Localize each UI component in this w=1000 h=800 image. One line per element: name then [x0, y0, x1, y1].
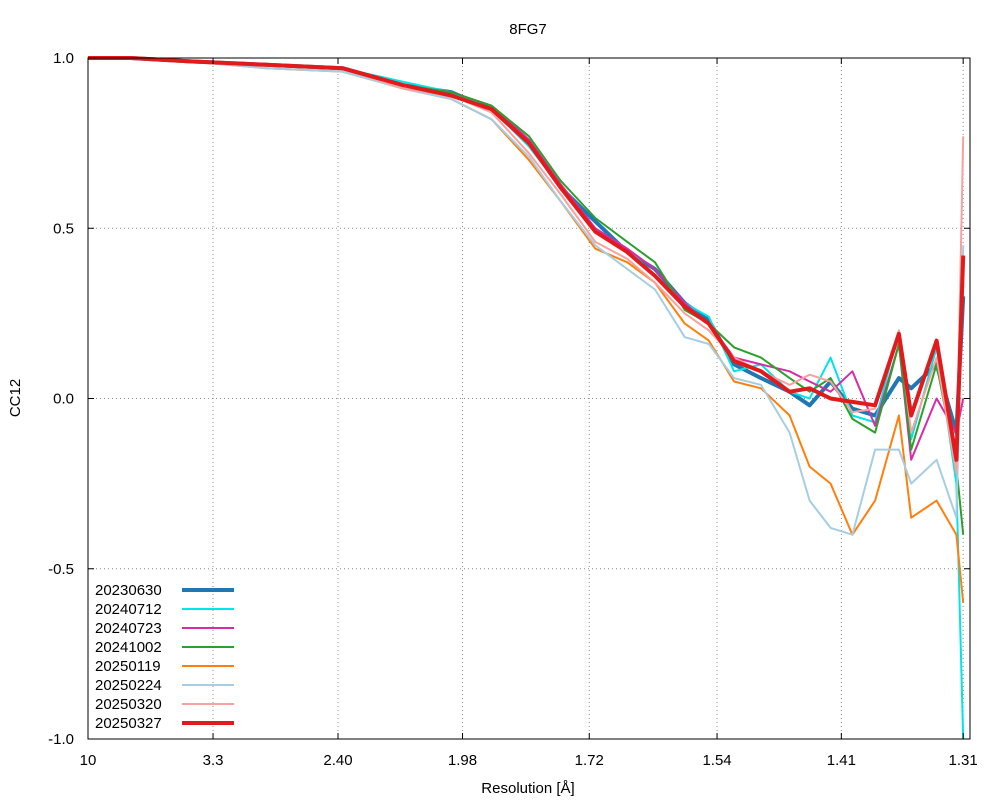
y-tick-label: 0.5 — [53, 220, 74, 237]
series-line-20250320 — [88, 57, 965, 475]
series-line-20250327 — [88, 56, 966, 462]
x-tick-label: 3.3 — [203, 752, 224, 769]
chart-title: 8FG7 — [509, 21, 547, 38]
x-tick-label: 2.40 — [323, 752, 352, 769]
legend-label-20240723: 20240723 — [95, 620, 162, 637]
y-tick-label: 0.0 — [53, 391, 74, 408]
x-tick-label: 10 — [80, 752, 97, 769]
y-tick-label: -0.5 — [48, 561, 74, 578]
y-axis-label: CC12 — [7, 379, 24, 417]
legend-label-20240712: 20240712 — [95, 601, 162, 618]
legend-label-20250327: 20250327 — [95, 715, 162, 732]
legend-label-20230630: 20230630 — [95, 582, 162, 599]
axis-ticks: 10 3.3 2.40 1.98 1.72 1.54 1.41 1.31 1.0 0.5 0.0 -0… — [48, 50, 978, 769]
x-tick-label: 1.41 — [827, 752, 856, 769]
x-tick-label: 1.72 — [575, 752, 604, 769]
legend: 20230630 20240712 20240723 20241002 20250119… — [95, 582, 234, 732]
series-line-20241002 — [88, 57, 965, 535]
y-tick-label: -1.0 — [48, 731, 74, 748]
x-tick-label: 1.31 — [949, 752, 978, 769]
series-line-20230630 — [88, 56, 966, 435]
legend-label-20250224: 20250224 — [95, 677, 162, 694]
series-line-20250224 — [88, 57, 965, 536]
y-tick-label: 1.0 — [53, 50, 74, 67]
legend-label-20250119: 20250119 — [95, 658, 161, 675]
series-lines — [88, 56, 966, 740]
x-tick-label: 1.98 — [448, 752, 477, 769]
legend-label-20241002: 20241002 — [95, 639, 162, 656]
x-tick-label: 1.54 — [702, 752, 731, 769]
legend-label-20250320: 20250320 — [95, 696, 162, 713]
x-axis-label: Resolution [Å] — [481, 780, 574, 797]
